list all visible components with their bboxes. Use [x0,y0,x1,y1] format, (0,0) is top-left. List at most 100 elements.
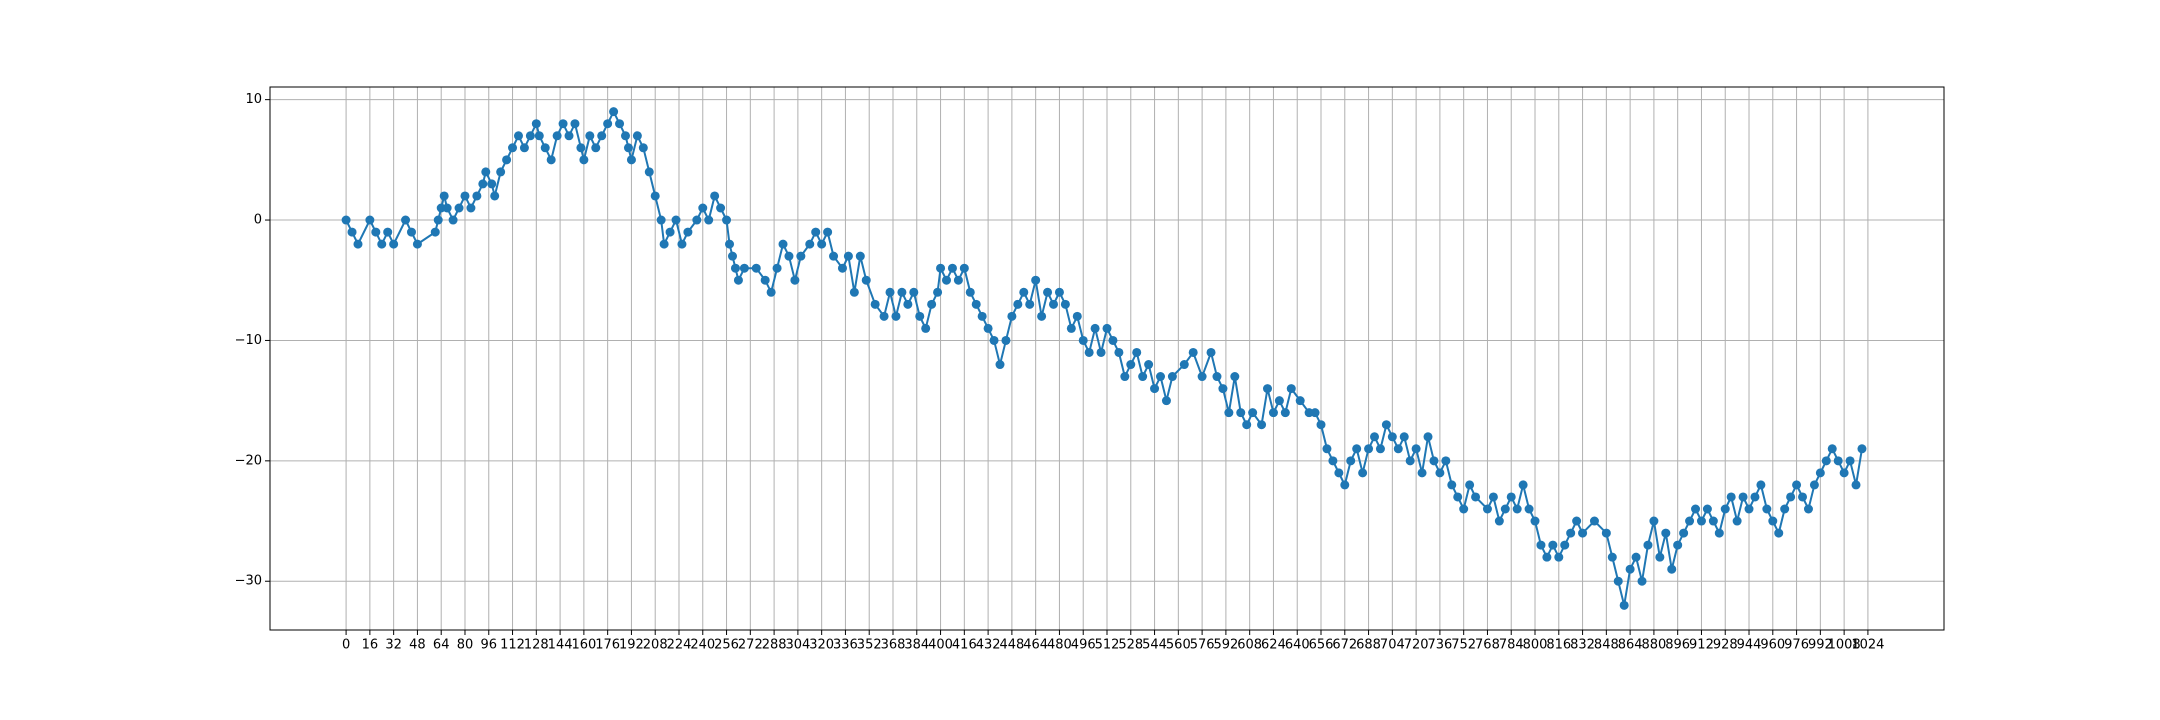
x-tick-label: 944 [1737,638,1762,653]
point [1679,528,1689,538]
point [540,143,550,153]
point [1798,492,1808,502]
x-tick-label: 768 [1475,638,1500,653]
x-tick-label: 960 [1760,638,1785,653]
point [1352,444,1362,454]
point [1019,287,1029,297]
x-tick-label: 320 [809,638,834,653]
point [1230,372,1240,382]
x-tick-label: 848 [1594,638,1619,653]
point [977,311,987,321]
x-tick-label: 0 [342,638,350,653]
point [481,167,491,177]
x-tick-label: 48 [409,638,426,653]
point [401,215,411,225]
point [760,275,770,285]
point [1465,480,1475,490]
point [1803,504,1813,514]
x-tick-label: 976 [1784,638,1809,653]
point [1601,528,1611,538]
x-tick-label: 928 [1713,638,1738,653]
point [644,167,654,177]
point [1471,492,1481,502]
point [1037,311,1047,321]
x-tick-label: 672 [1332,638,1357,653]
point [1310,408,1320,418]
x-tick-label: 592 [1213,638,1238,653]
point [1179,360,1189,370]
point [1839,468,1849,478]
point [1750,492,1760,502]
point [727,251,737,261]
point [1411,444,1421,454]
point [989,335,999,345]
x-tick-label: 352 [857,638,882,653]
point [552,131,562,141]
point [1768,516,1778,526]
point [1295,396,1305,406]
point [1655,552,1665,562]
x-tick-label: 720 [1404,638,1429,653]
x-tick-label: 640 [1285,638,1310,653]
x-tick-label: 304 [785,638,810,653]
point [365,215,375,225]
point [1542,552,1552,562]
point [620,131,630,141]
point [843,251,853,261]
x-tick-label: 160 [571,638,596,653]
point [1274,396,1284,406]
point [1488,492,1498,502]
point [936,263,946,273]
y-tick-label: 0 [254,213,262,228]
point [704,215,714,225]
point [1364,444,1374,454]
point [1054,287,1064,297]
point [1007,311,1017,321]
point [933,287,943,297]
point [626,155,636,165]
point [1399,432,1409,442]
point [751,263,761,273]
point [1702,504,1712,514]
point [1328,456,1338,466]
point [1762,504,1772,514]
point [716,203,726,213]
x-tick-label: 1008 [1828,638,1861,653]
point [1441,456,1451,466]
y-tick-label: −20 [235,453,262,468]
point [698,203,708,213]
x-tick-label: 704 [1380,638,1405,653]
point [1280,408,1290,418]
point [454,203,464,213]
point [1257,420,1267,430]
point [855,251,865,261]
point [1827,444,1837,454]
point [1138,372,1148,382]
point [1156,372,1166,382]
point [1696,516,1706,526]
point [564,131,574,141]
point [772,263,782,273]
y-tick-label: 10 [245,92,262,107]
x-tick-label: 624 [1261,638,1286,653]
point [1589,516,1599,526]
point [730,263,740,273]
x-tick-label: 896 [1665,638,1690,653]
x-tick-label: 1024 [1851,638,1884,653]
point [650,191,660,201]
x-tick-label: 512 [1095,638,1120,653]
point [665,227,675,237]
point [448,215,458,225]
point [1043,287,1053,297]
point [766,287,776,297]
point [995,360,1005,370]
point [1637,576,1647,586]
x-tick-label: 112 [500,638,525,653]
point [460,191,470,201]
point [1126,360,1136,370]
point [597,131,607,141]
point [1013,299,1023,309]
point [849,287,859,297]
point [1631,552,1641,562]
point [585,131,595,141]
